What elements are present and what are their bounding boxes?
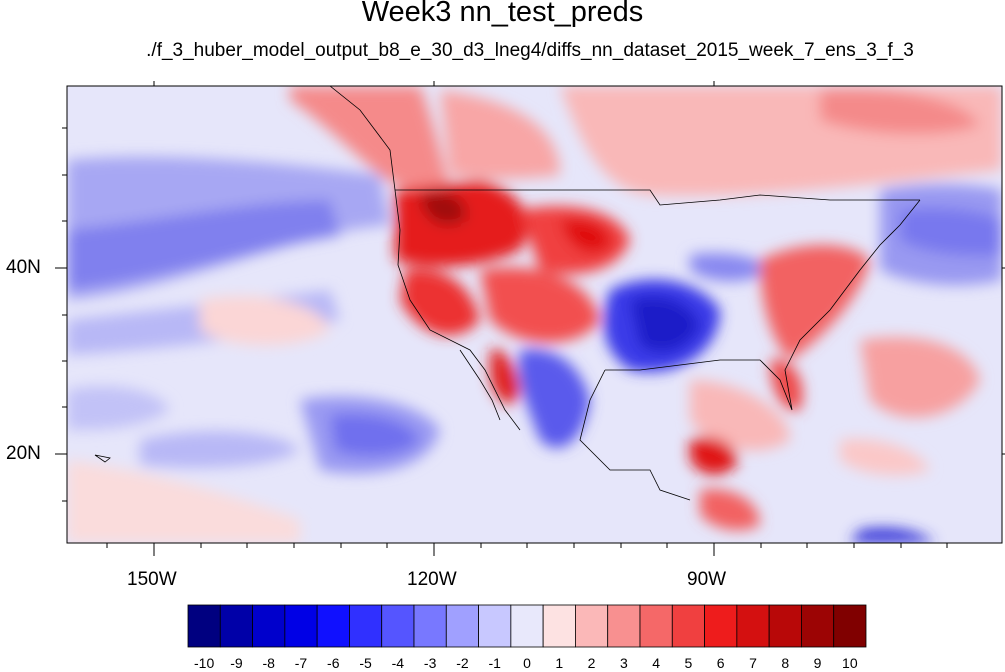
colorbar xyxy=(187,604,867,648)
colorbar-swatch xyxy=(607,604,641,648)
chart-title: Week3 nn_test_preds xyxy=(361,0,644,28)
colorbar-swatch xyxy=(671,604,705,648)
colorbar-swatch xyxy=(349,604,383,648)
colorbar-swatch xyxy=(316,604,350,648)
colorbar-swatch xyxy=(187,604,221,648)
colorbar-tick-label: 0 xyxy=(523,655,531,671)
colorbar-tick-label: 6 xyxy=(716,655,725,671)
colorbar-tick-label: -2 xyxy=(456,655,469,671)
colorbar-tick-label: -4 xyxy=(391,655,405,671)
colorbar-swatch xyxy=(736,604,770,648)
colorbar-tick-label: 1 xyxy=(555,655,564,671)
colorbar-swatch xyxy=(478,604,512,648)
colorbar-tick-label: 4 xyxy=(652,655,661,671)
colorbar-tick-label: 3 xyxy=(619,655,628,671)
lon-label-120w: 120W xyxy=(407,569,457,590)
colorbar-swatch xyxy=(575,604,609,648)
chart-subtitle: ./f_3_huber_model_output_b8_e_30_d3_lneg… xyxy=(146,40,914,61)
lat-label-20n: 20N xyxy=(6,443,41,464)
colorbar-tick-label: -6 xyxy=(327,655,340,671)
lat-label-40n: 40N xyxy=(6,257,41,278)
colorbar-tick-label: -7 xyxy=(294,655,308,671)
map-field xyxy=(67,86,1002,543)
colorbar-swatch xyxy=(510,604,544,648)
colorbar-tick-label: 5 xyxy=(684,655,693,671)
lat-ticks xyxy=(55,127,1005,502)
colorbar-tick-label: 2 xyxy=(587,655,596,671)
colorbar-swatch xyxy=(542,604,576,648)
colorbar-swatch xyxy=(639,604,673,648)
colorbar-swatch xyxy=(833,604,867,648)
colorbar-tick-label: 10 xyxy=(842,655,858,671)
colorbar-tick-label: -1 xyxy=(488,655,501,671)
colorbar-swatch xyxy=(413,604,447,648)
colorbar-tick-label: -9 xyxy=(230,655,243,671)
colorbar-swatch xyxy=(801,604,835,648)
lon-label-90w: 90W xyxy=(687,569,727,590)
colorbar-tick-label: -8 xyxy=(262,655,275,671)
colorbar-tick-label: -10 xyxy=(194,655,215,671)
colorbar-swatch xyxy=(219,604,253,648)
lon-label-150w: 150W xyxy=(127,569,177,590)
colorbar-tick-label: 9 xyxy=(813,655,822,671)
coastlines xyxy=(94,86,921,501)
colorbar-tick-label: 7 xyxy=(749,655,757,671)
lon-ticks xyxy=(106,81,948,556)
colorbar-swatch xyxy=(284,604,318,648)
colorbar-swatch xyxy=(704,604,738,648)
colorbar-tick-label: -5 xyxy=(359,655,372,671)
colorbar-swatch xyxy=(445,604,479,648)
colorbar-swatch xyxy=(381,604,415,648)
colorbar-swatch xyxy=(768,604,802,648)
colorbar-tick-label: -3 xyxy=(423,655,437,671)
colorbar-swatch xyxy=(252,604,286,648)
colorbar-tick-label: 8 xyxy=(781,655,790,671)
